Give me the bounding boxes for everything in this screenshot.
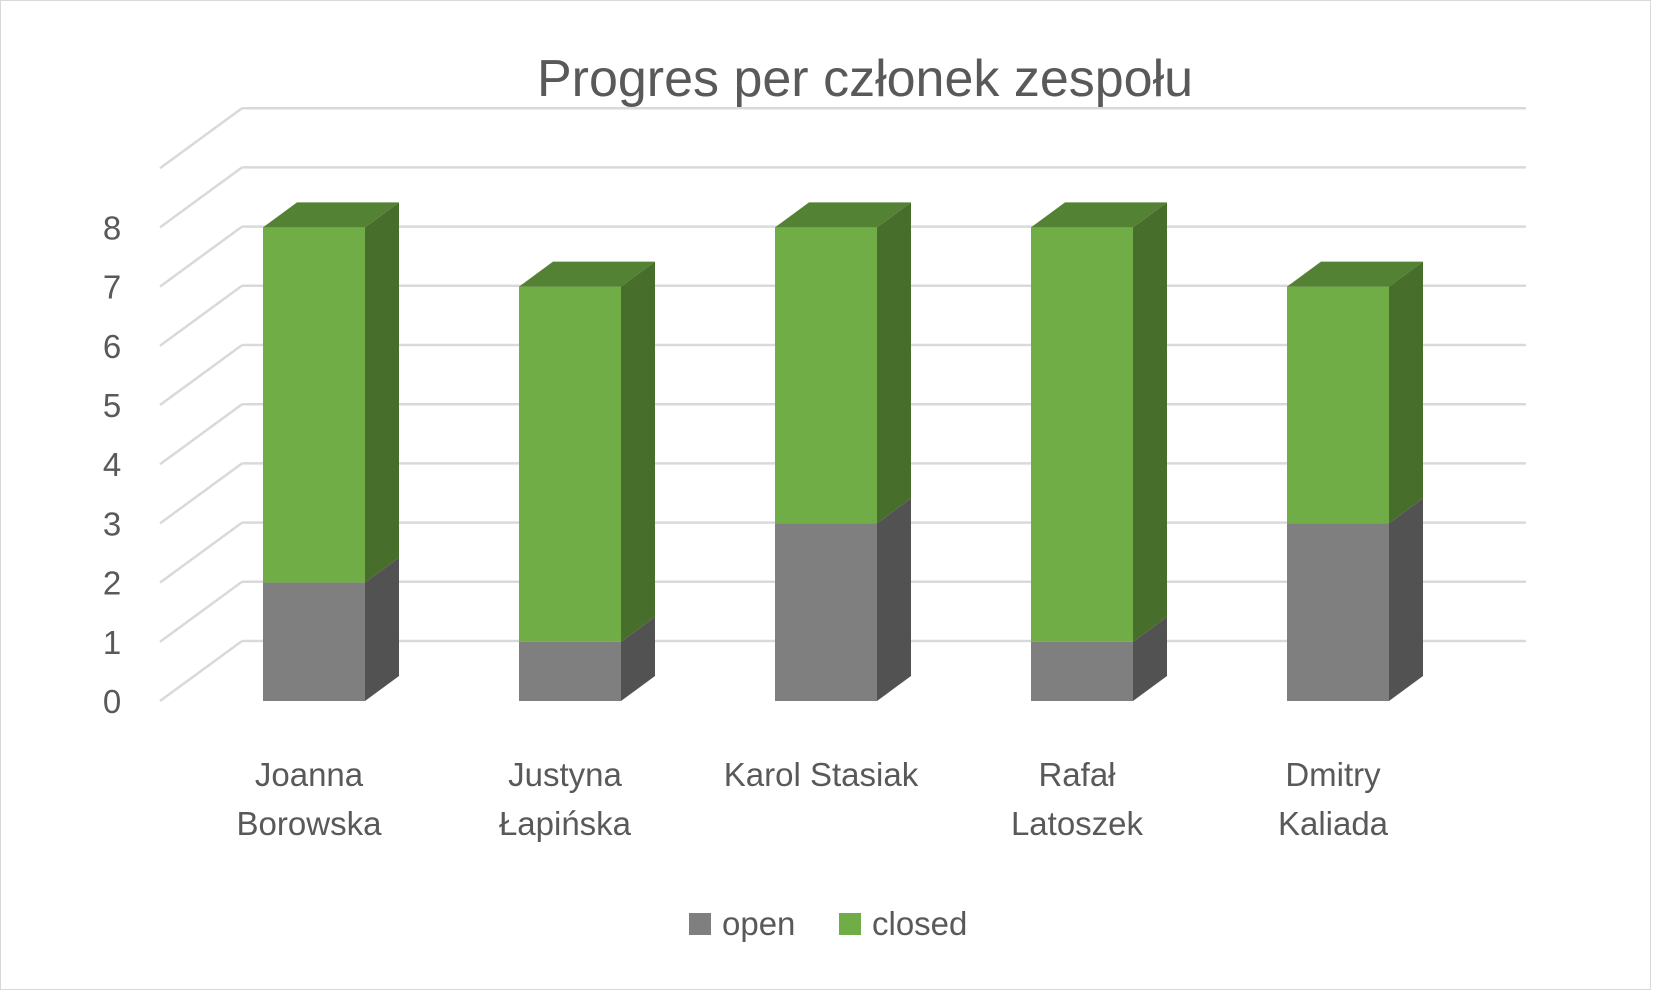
gridline-diagonal (159, 225, 243, 288)
x-axis-labels: Joanna Borowska Justyna Łapińska Karol Stasi… (237, 756, 1389, 842)
gridline-diagonal (159, 284, 243, 347)
y-tick-label: 8 (103, 209, 121, 246)
y-tick-label: 6 (103, 328, 121, 365)
bar-segment-open (263, 582, 365, 701)
bar-side-closed (1389, 261, 1423, 524)
y-tick-label: 3 (103, 505, 121, 542)
bar-segment-open (519, 641, 621, 701)
bars (263, 202, 1423, 701)
bar-segment-open (1031, 641, 1133, 701)
legend-label-open: open (722, 905, 795, 942)
y-tick-label: 4 (103, 446, 121, 483)
y-axis-ticks: 0 1 2 3 4 5 6 7 8 (103, 209, 121, 720)
bar-side-closed (877, 202, 911, 524)
bar-top (775, 202, 911, 228)
chart-title: Progres per członek zespołu (537, 50, 1193, 108)
bar-side-open (1389, 498, 1423, 701)
y-tick-label: 7 (103, 269, 121, 306)
gridline-diagonal (159, 521, 243, 584)
x-tick-label: Justyna Łapińska (499, 756, 632, 842)
x-tick-label: Rafał Latoszek (1011, 756, 1144, 842)
bar-side-open (365, 557, 399, 701)
gridline-diagonal (159, 107, 243, 170)
bar-segment-closed (1287, 286, 1389, 524)
bar-top (263, 202, 399, 228)
bar-side-open (621, 616, 655, 701)
y-tick-label: 1 (103, 624, 121, 661)
gridline-diagonal (159, 639, 243, 703)
bar-segment-closed (1031, 227, 1133, 642)
x-tick-label: Karol Stasiak (724, 756, 919, 793)
gridline-diagonal (159, 166, 243, 229)
bar-side-closed (621, 261, 655, 642)
bar-side-closed (1133, 202, 1167, 642)
bar-top (519, 261, 655, 287)
gridline-diagonal (159, 403, 243, 466)
bar-top (1287, 261, 1423, 287)
gridline-diagonal (159, 580, 243, 643)
y-tick-label: 0 (103, 683, 121, 720)
gridline-diagonal (159, 462, 243, 525)
bar-side-closed (365, 202, 399, 583)
bar-segment-closed (263, 227, 365, 583)
bar-segment-closed (519, 286, 621, 642)
legend-label-closed: closed (872, 905, 967, 942)
gridline-diagonal (159, 343, 243, 407)
legend: open closed (689, 905, 967, 942)
bar-top (1031, 202, 1167, 228)
bar-segment-open (775, 523, 877, 701)
bar-segment-open (1287, 523, 1389, 701)
x-tick-label: Dmitry Kaliada (1278, 756, 1389, 842)
bar-side-open (877, 498, 911, 701)
y-tick-label: 5 (103, 387, 121, 424)
legend-swatch-closed (839, 913, 861, 935)
x-tick-label: Joanna Borowska (237, 756, 383, 842)
y-tick-label: 2 (103, 565, 121, 602)
bar-segment-closed (775, 227, 877, 524)
legend-swatch-open (689, 913, 711, 935)
bar-side-open (1133, 616, 1167, 701)
